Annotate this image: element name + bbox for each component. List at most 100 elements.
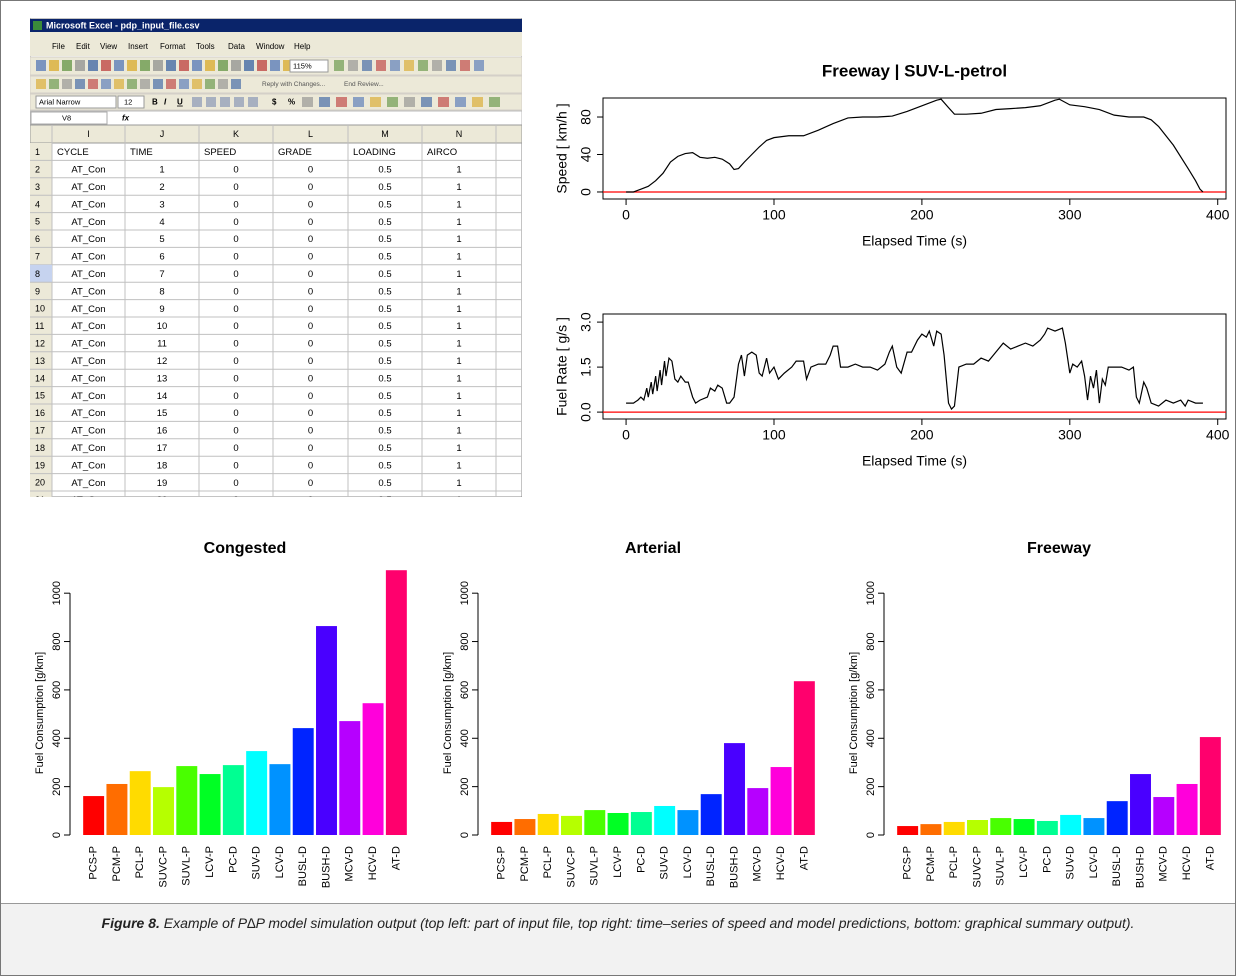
y-tick-label: 1.5: [578, 357, 594, 377]
bar: [538, 814, 559, 835]
bar: [944, 822, 965, 835]
name-box-text: V8: [62, 113, 71, 122]
spreadsheet-screenshot: Microsoft Excel - pdp_input_file.csvFile…: [30, 18, 522, 508]
page: { "spreadsheet": { "title_bar": "Microso…: [0, 0, 1236, 976]
cell: 0: [308, 356, 313, 367]
caption-text: Example of P∆P model simulation output (…: [164, 915, 1135, 931]
cell: 0: [233, 391, 238, 402]
figure: Microsoft Excel - pdp_input_file.csvFile…: [0, 0, 1236, 976]
cell: 0: [233, 460, 238, 471]
x-tick-label: SUV-D: [1065, 846, 1077, 880]
cell: 1: [456, 304, 461, 315]
cell: 1: [456, 460, 461, 471]
cell: 11: [157, 339, 167, 350]
cell: AT_Con: [71, 495, 105, 506]
cell: 1: [456, 495, 461, 506]
x-axis-label: Elapsed Time (s): [862, 453, 967, 469]
y-tick-label: 80: [578, 109, 594, 125]
cell: AT_Con: [71, 426, 105, 437]
x-tick-label: PCL-P: [542, 846, 554, 878]
cell: 0.5: [378, 321, 391, 332]
cell: 0: [233, 339, 238, 350]
cell: 1: [456, 217, 461, 228]
toolbar-icon: [390, 60, 400, 71]
font-name: Arial Narrow: [39, 97, 81, 106]
x-tick-label: 400: [1206, 207, 1230, 223]
header-cell: CYCLE: [57, 147, 89, 158]
cell: 0: [233, 234, 238, 245]
x-tick-label: SUVL-P: [995, 846, 1007, 886]
column-letter: N: [456, 129, 463, 139]
x-tick-label: PCM-P: [925, 846, 937, 881]
toolbar-icon: [101, 60, 111, 71]
cell: AT_Con: [71, 443, 105, 454]
x-tick-label: PCS-P: [496, 846, 508, 880]
cell: 0.5: [378, 269, 391, 280]
chart-title: Congested: [204, 540, 287, 557]
x-tick-label: PCM-P: [111, 846, 123, 881]
cell: 0.5: [378, 199, 391, 210]
bar: [514, 819, 535, 835]
bar: [1200, 737, 1221, 835]
cell: 0.5: [378, 217, 391, 228]
cell: 0.5: [378, 391, 391, 402]
cell: 0: [233, 304, 238, 315]
cell: 0: [308, 321, 313, 332]
toolbar-icon: [474, 60, 484, 71]
bar: [339, 721, 360, 835]
x-tick-label: BUSH-D: [1134, 846, 1146, 888]
x-tick-label: BUSH-D: [728, 846, 740, 888]
bar: [200, 774, 221, 835]
cell: 0.5: [378, 356, 391, 367]
x-tick-label: PC-D: [1041, 846, 1053, 873]
cell: 0: [233, 252, 238, 263]
toolbar-icon: [36, 79, 46, 89]
toolbar-icon: [472, 97, 483, 107]
toolbar-icon: [231, 79, 241, 89]
cell: 0.5: [378, 234, 391, 245]
cell: 0: [308, 408, 313, 419]
x-tick-label: MCV-D: [752, 846, 764, 882]
menu-item: Help: [294, 42, 311, 51]
bar: [897, 826, 918, 835]
cell: 14: [157, 391, 168, 402]
row-number: 12: [35, 338, 45, 348]
cell: AT_Con: [71, 165, 105, 176]
x-tick-label: LCV-D: [682, 846, 694, 878]
x-tick-label: 0: [622, 427, 630, 443]
format-button: B: [152, 98, 158, 107]
row-number: 11: [35, 321, 44, 331]
x-tick-label: BUSL-D: [705, 846, 717, 886]
toolbar-icon: [166, 60, 176, 71]
chart-title: Arterial: [625, 540, 681, 557]
review-text: Reply with Changes...: [262, 81, 325, 88]
bar: [316, 626, 337, 835]
x-tick-label: PCM-P: [519, 846, 531, 881]
toolbar-icon: [302, 97, 313, 107]
toolbar-icon: [432, 60, 442, 71]
cell: 0: [233, 182, 238, 193]
cell: 1: [456, 373, 461, 384]
row-number: 5: [35, 217, 40, 227]
header-cell: GRADE: [278, 147, 312, 158]
x-tick-label: LCV-P: [204, 846, 216, 878]
toolbar-icon: [438, 97, 449, 107]
y-tick-label: 3.0: [578, 312, 594, 332]
toolbar-icon: [244, 60, 254, 71]
y-tick-label: 600: [865, 681, 877, 699]
toolbar-icon: [460, 60, 470, 71]
plot-box: [603, 314, 1226, 419]
cell: 0.5: [378, 478, 391, 489]
column-letter: M: [381, 129, 389, 139]
toolbar-icon: [270, 60, 280, 71]
toolbar-icon: [205, 79, 215, 89]
menu-item: Insert: [128, 42, 149, 51]
toolbar-icon: [376, 60, 386, 71]
format-button: $: [272, 98, 277, 107]
data-line: [626, 328, 1203, 409]
cell: 0: [308, 252, 313, 263]
bar: [176, 766, 197, 835]
x-tick-label: HCV-D: [1181, 846, 1193, 880]
cell: 5: [159, 234, 164, 245]
x-tick-label: LCV-P: [612, 846, 624, 878]
